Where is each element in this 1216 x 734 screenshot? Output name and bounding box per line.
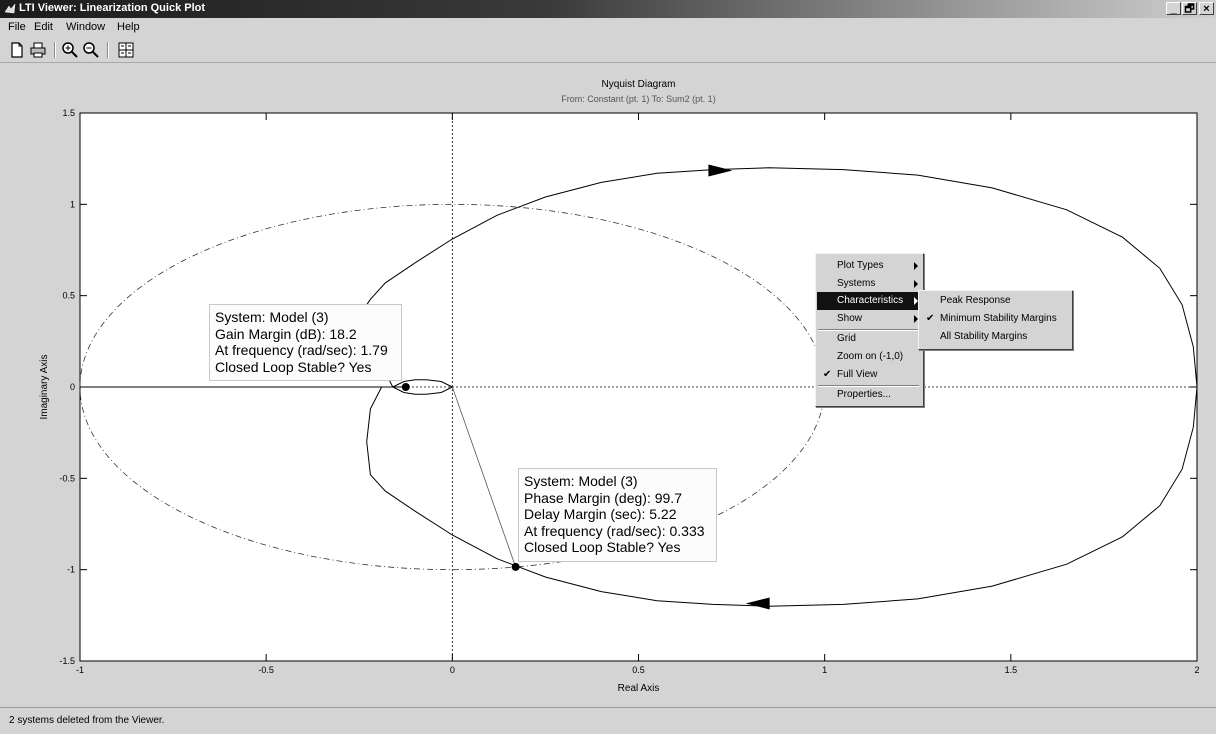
submenu-arrow-icon <box>914 297 918 305</box>
submenu-item-all-stability-margins[interactable]: All Stability Margins <box>920 328 1071 346</box>
context-item-plot-types[interactable]: Plot Types <box>817 257 922 275</box>
y-axis-label: Imaginary Axis <box>39 354 50 419</box>
datatip-line: Closed Loop Stable? Yes <box>215 358 372 375</box>
menu-item-label: Characteristics <box>837 295 904 306</box>
menu-item-label: Plot Types <box>837 260 884 271</box>
menu-item-label: Minimum Stability Margins <box>940 313 1057 324</box>
plot-configurations-icon[interactable] <box>117 41 135 59</box>
x-tick-label: 0.5 <box>632 665 645 675</box>
zoom-in-icon[interactable] <box>61 41 79 59</box>
menu-file[interactable]: File <box>8 21 26 33</box>
datatip-line: Closed Loop Stable? Yes <box>524 539 681 555</box>
status-bar: 2 systems deleted from the Viewer. <box>0 707 1216 734</box>
datatip-line: System: Model (3) <box>524 473 638 489</box>
check-icon: ✔ <box>823 369 832 380</box>
menu-window[interactable]: Window <box>66 21 106 33</box>
y-tick-label: 1.5 <box>62 108 75 118</box>
window-title: LTI Viewer: Linearization Quick Plot <box>19 2 206 14</box>
minimize-button[interactable]: _ <box>1166 2 1181 15</box>
toolbar-separator <box>107 42 109 58</box>
maximize-button[interactable]: 🗗 <box>1182 2 1197 15</box>
context-menu: Plot Types Systems Characteristics Show … <box>815 253 924 407</box>
nyquist-plot[interactable]: Nyquist Diagram From: Constant (pt. 1) T… <box>0 62 1216 707</box>
y-tick-label: -0.5 <box>59 473 75 483</box>
gain-margin-datatip[interactable]: System: Model (3) Gain Margin (dB): 18.2… <box>209 304 402 381</box>
menu-item-label: Systems <box>837 278 876 289</box>
y-tick-label: 1 <box>70 199 75 209</box>
y-tick-label: 0 <box>70 382 75 392</box>
context-item-systems[interactable]: Systems <box>817 275 922 293</box>
nyquist-curve-0 <box>366 167 1198 395</box>
y-tick-label: 0.5 <box>62 291 75 301</box>
datatip-line: At frequency (rad/sec): 0.333 <box>524 522 705 539</box>
nyquist-curve-1 <box>366 379 1198 607</box>
menu-bar: File Edit Window Help <box>0 18 1216 38</box>
x-tick-label: 2 <box>1194 665 1199 675</box>
menu-item-label: Full View <box>837 369 878 380</box>
matlab-app-icon <box>4 3 16 14</box>
submenu-item-peak-response[interactable]: Peak Response <box>920 292 1071 310</box>
phase-margin-point[interactable] <box>511 562 520 571</box>
characteristics-submenu: Peak Response ✔ Minimum Stability Margin… <box>918 290 1073 350</box>
print-icon[interactable] <box>29 41 47 59</box>
context-item-show[interactable]: Show <box>817 310 922 328</box>
submenu-item-minimum-stability-margins[interactable]: ✔ Minimum Stability Margins <box>920 310 1071 328</box>
toolbar-separator <box>54 42 56 58</box>
chart-title: Nyquist Diagram <box>602 79 676 90</box>
menu-help[interactable]: Help <box>117 21 140 33</box>
gain-margin-point[interactable] <box>401 383 410 391</box>
chart-subtitle: From: Constant (pt. 1) To: Sum2 (pt. 1) <box>561 94 715 104</box>
x-tick-label: -1 <box>76 665 84 675</box>
x-tick-label: 1 <box>822 665 827 675</box>
context-item-zoom-on[interactable]: Zoom on (-1,0) <box>817 348 922 366</box>
check-icon: ✔ <box>926 313 935 324</box>
datatip-line: Phase Margin (deg): 99.7 <box>524 489 682 506</box>
menu-item-label: Zoom on (-1,0) <box>837 351 904 362</box>
y-tick-label: -1.5 <box>59 656 75 666</box>
context-item-grid[interactable]: Grid <box>817 330 922 348</box>
submenu-arrow-icon <box>914 315 918 323</box>
direction-arrow <box>708 164 733 177</box>
x-tick-label: -0.5 <box>258 665 274 675</box>
submenu-arrow-icon <box>914 280 918 288</box>
datatip-line: At frequency (rad/sec): 1.79 <box>215 342 388 358</box>
submenu-arrow-icon <box>914 262 918 270</box>
datatip-line: Gain Margin (dB): 18.2 <box>215 325 357 342</box>
menu-separator <box>818 385 919 387</box>
x-tick-label: 0 <box>450 665 455 675</box>
menu-separator <box>818 329 919 331</box>
menu-item-label: Show <box>837 313 863 324</box>
datatip-line: Delay Margin (sec): 5.22 <box>524 506 677 522</box>
x-tick-label: 1.5 <box>1005 665 1018 675</box>
toolbar <box>0 38 1216 63</box>
menu-item-label: Peak Response <box>940 295 1011 306</box>
menu-item-label: Grid <box>837 333 856 344</box>
status-text: 2 systems deleted from the Viewer. <box>9 715 165 726</box>
direction-arrow <box>745 597 770 610</box>
x-axis-label: Real Axis <box>618 683 660 694</box>
new-icon[interactable] <box>8 41 26 59</box>
datatip-line: System: Model (3) <box>215 309 329 325</box>
title-bar: LTI Viewer: Linearization Quick Plot _ 🗗… <box>0 0 1216 18</box>
y-tick-label: -1 <box>67 565 75 575</box>
menu-edit[interactable]: Edit <box>34 21 53 33</box>
context-item-properties[interactable]: Properties... <box>817 386 922 404</box>
zoom-out-icon[interactable] <box>82 41 100 59</box>
menu-item-label: Properties... <box>837 389 891 400</box>
context-item-characteristics[interactable]: Characteristics <box>817 292 922 310</box>
menu-item-label: All Stability Margins <box>940 331 1028 342</box>
phase-margin-datatip[interactable]: System: Model (3) Phase Margin (deg): 99… <box>518 468 717 562</box>
close-button[interactable]: × <box>1199 2 1214 15</box>
context-item-full-view[interactable]: ✔ Full View <box>817 366 922 384</box>
phase-margin-ray <box>451 386 517 568</box>
